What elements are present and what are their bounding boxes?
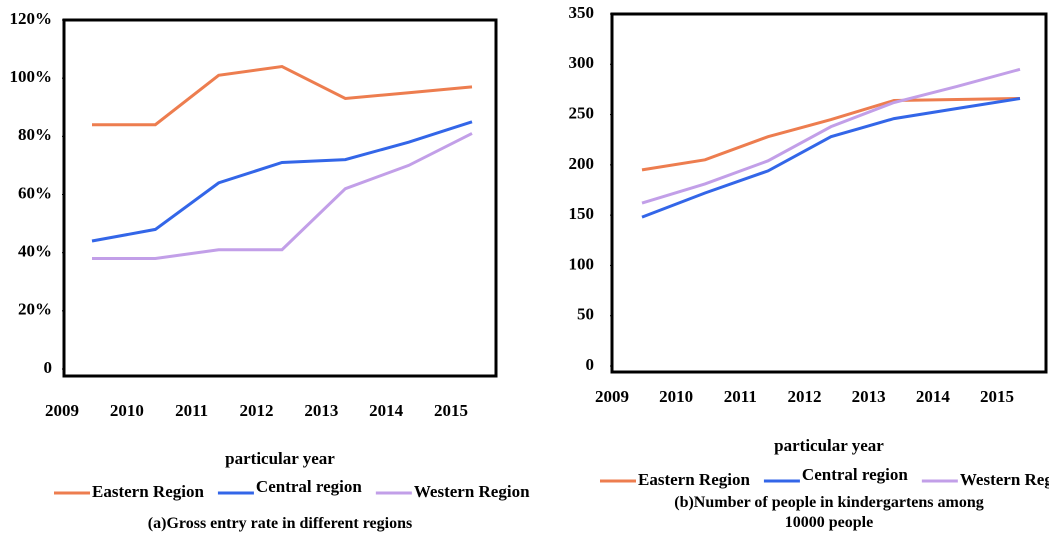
series-line xyxy=(91,120,473,243)
x-tick-label: 2013 xyxy=(852,387,886,406)
legend-label: Central region xyxy=(802,465,908,484)
y-tick-label: 100 xyxy=(569,254,595,273)
legend-label: Eastern Region xyxy=(92,482,204,501)
legend-label: Western Region xyxy=(414,482,530,501)
series-line xyxy=(641,67,1021,205)
y-tick-label: 250 xyxy=(569,103,595,122)
x-tick-label: 2011 xyxy=(724,387,757,406)
x-axis-label: particular year xyxy=(774,436,884,455)
y-tick-label: 150 xyxy=(569,204,595,223)
x-tick-label: 2010 xyxy=(659,387,693,406)
y-tick-label: 0 xyxy=(44,358,53,377)
y-tick-label: 350 xyxy=(569,3,595,22)
caption-box: (b)Number of people in kindergartens amo… xyxy=(674,494,984,531)
x-tick-label: 2012 xyxy=(240,401,274,420)
series-line xyxy=(92,132,473,260)
plot-frame xyxy=(62,18,498,378)
legend-label: Eastern Region xyxy=(638,470,750,489)
x-axis-label: particular year xyxy=(225,449,335,468)
x-tick-label: 2015 xyxy=(980,387,1014,406)
y-tick-label: 80% xyxy=(18,125,52,144)
y-tick-label: 40% xyxy=(18,242,52,261)
chart-caption: (a)Gross entry rate in different regions xyxy=(147,515,413,532)
x-tick-label: 2010 xyxy=(110,401,144,420)
x-tick-label: 2012 xyxy=(788,387,822,406)
y-tick-label: 50 xyxy=(577,305,594,324)
x-tick-label: 2015 xyxy=(434,401,468,420)
y-tick-label: 60% xyxy=(18,183,52,202)
y-tick-label: 100% xyxy=(10,67,53,86)
x-tick-label: 2011 xyxy=(175,401,208,420)
y-tick-label: 120% xyxy=(10,9,53,28)
series-line xyxy=(92,64,473,127)
series-line xyxy=(641,96,1021,172)
series-line xyxy=(641,96,1021,219)
x-tick-label: 2014 xyxy=(916,387,951,406)
x-tick-label: 2009 xyxy=(45,401,79,420)
x-tick-label: 2014 xyxy=(369,401,404,420)
legend-label: Central region xyxy=(256,477,362,496)
x-tick-label: 2013 xyxy=(304,401,338,420)
chart-caption: (b)Number of people in kindergartens amo… xyxy=(674,494,984,531)
caption-box: (a)Gross entry rate in different regions xyxy=(147,515,413,532)
x-tick-label: 2009 xyxy=(595,387,629,406)
legend-label: Western Region xyxy=(960,470,1049,489)
y-tick-label: 0 xyxy=(586,355,595,374)
plot-frame xyxy=(610,12,1048,374)
y-tick-label: 20% xyxy=(18,300,52,319)
y-tick-label: 300 xyxy=(569,53,595,72)
y-tick-label: 200 xyxy=(569,154,595,173)
